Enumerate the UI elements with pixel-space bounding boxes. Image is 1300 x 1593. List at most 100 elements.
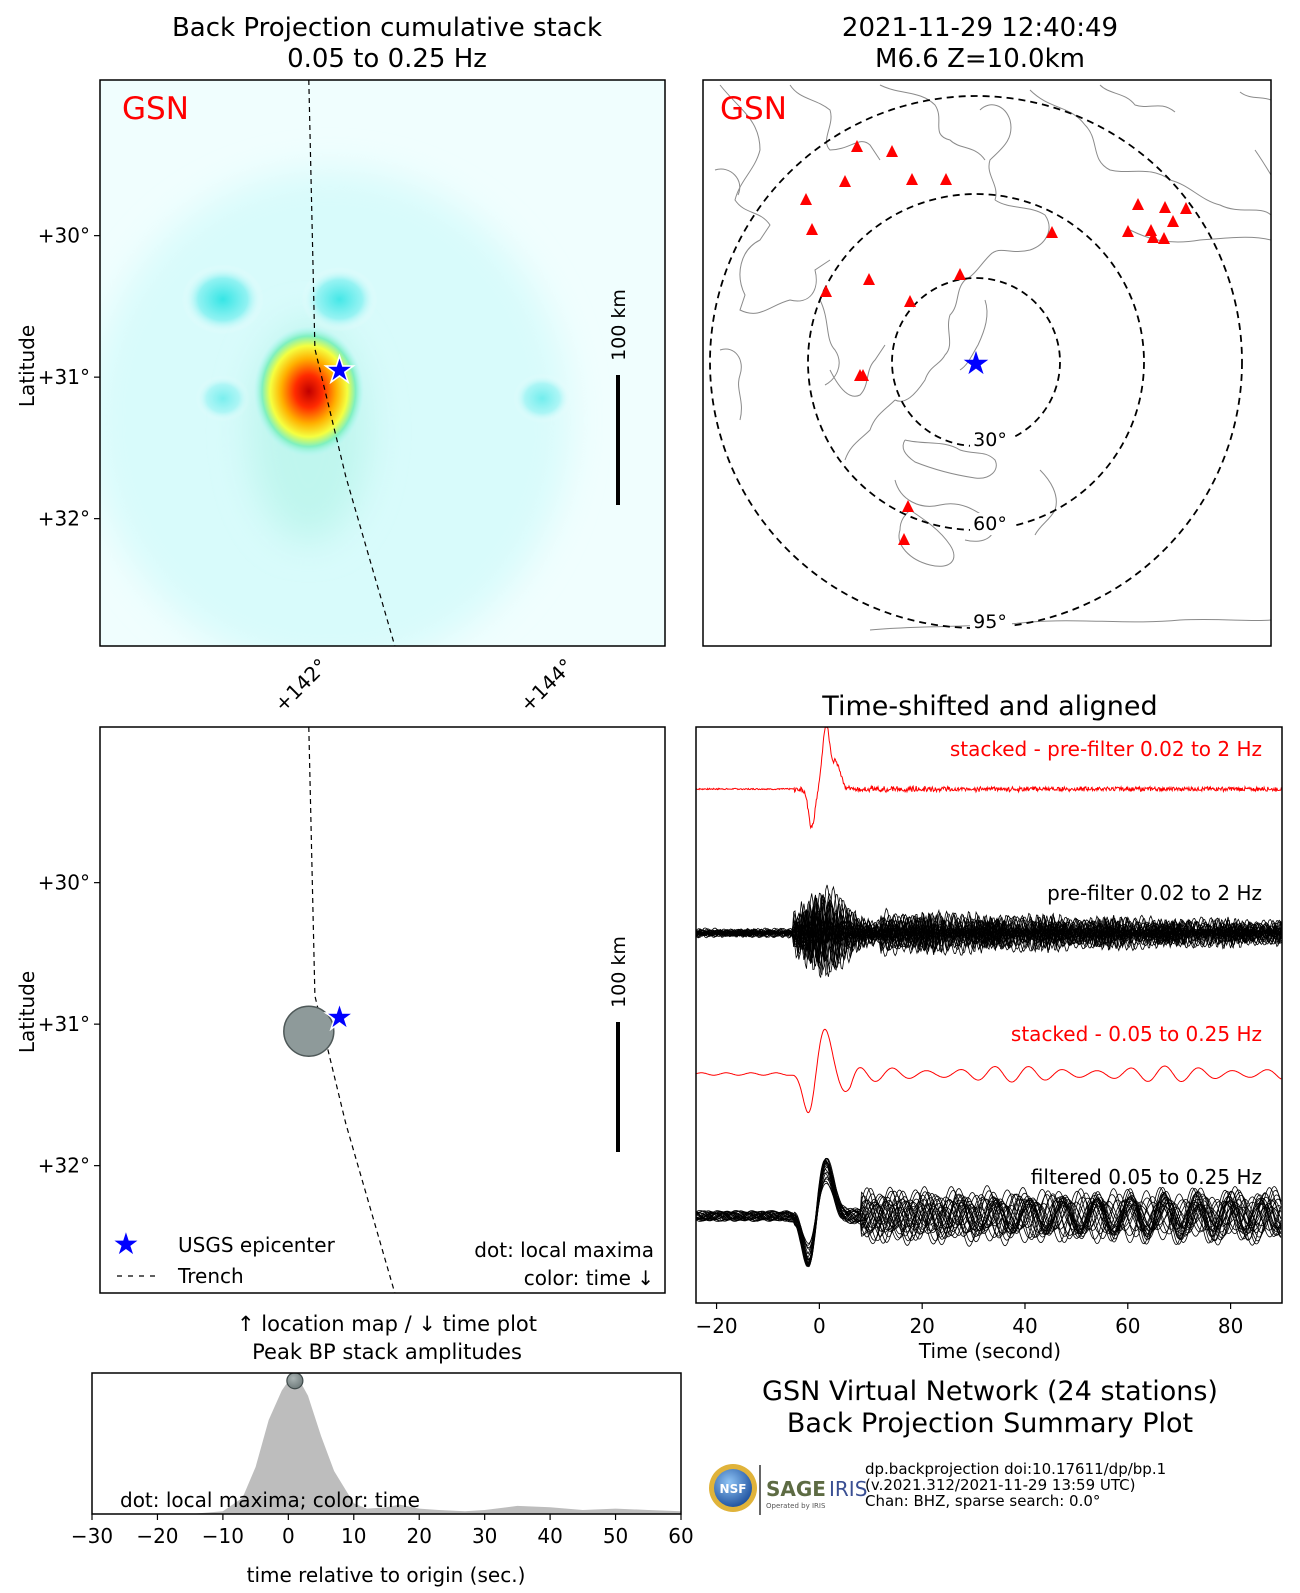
bp-ylabel: Latitude [15,325,39,407]
loc-trench-line [308,727,396,1293]
ring-label-bg [970,429,1012,451]
x-tick-label: 10 [341,1524,366,1548]
coastlines [714,84,1271,631]
ring-label: 60° [973,513,1007,535]
bp-title-line2: 0.05 to 0.25 Hz [287,44,487,74]
bp-epicenter-star: ★ [323,350,355,391]
bp-heatmap: ★ [100,80,665,646]
map-frame [702,79,1272,647]
loc-frame [99,726,666,1294]
loc-epicenter-star: ★ [323,997,355,1038]
map-title-line1: 2021-11-29 12:40:49 [842,13,1118,43]
loc-caption-line2: Peak BP stack amplitudes [252,1340,522,1364]
station-triangle [806,223,818,235]
station-triangle [863,273,875,285]
station-triangle [1147,231,1159,243]
info-line1: dp.backprojection doi:10.17611/dp/bp.1 [865,1460,1166,1478]
nsf-logo: NSF [709,1464,757,1512]
y-tick-label: +32° [38,507,90,531]
x-tick-label: 0 [282,1524,295,1548]
y-tick-label: +31° [38,365,90,389]
station-triangle [940,173,952,185]
station-triangle [906,173,918,185]
ring-label-bg [970,513,1012,535]
ring-label: 30° [973,429,1007,451]
loc-scale-label: 100 km [608,936,630,1008]
bp-scale-bar: 100 km [608,289,630,505]
station-triangle [1158,232,1170,244]
peak-frame [91,1372,682,1515]
sage-logo-text: SAGE [766,1477,826,1501]
loc-caption-line1: ↑ location map / ↓ time plot [237,1312,537,1336]
nsf-logo-text: NSF [720,1482,747,1496]
station-triangle [839,175,851,187]
lon-tick-label: +144° [515,654,578,717]
trace-label-1: stacked - pre-filter 0.02 to 2 Hz [950,737,1262,761]
bp-scale-label: 100 km [608,289,630,361]
trace-filtered [696,1176,1282,1250]
lon-tick-label: +142° [269,654,332,717]
iris-logo-text: IRIS [829,1477,867,1501]
bp-frame [99,79,666,647]
legend-epicenter-label: USGS epicenter [178,1233,336,1257]
x-tick-label: 50 [603,1524,628,1548]
peak-xlabel: time relative to origin (sec.) [247,1563,526,1587]
station-triangle [898,533,910,545]
legend-star-icon: ★ [113,1227,140,1262]
legend-trench-label: Trench [177,1264,244,1288]
sage-iris-logo: SAGE IRIS Operated by IRIS [766,1477,867,1510]
y-tick-label: +31° [38,1012,90,1036]
trace-prefilter [696,905,1282,960]
trace-label-3: stacked - 0.05 to 0.25 Hz [1011,1022,1262,1046]
bp-hotspot [253,326,364,457]
trace-filtered [696,1159,1282,1266]
trace-stacked-prefilter [696,727,1282,830]
bp-secondary-blob [301,267,378,332]
station-triangle [1046,226,1058,238]
map-epicenter-star: ★ [962,344,991,382]
station-triangle [886,145,898,157]
traces-plot [696,727,1282,1303]
map-network-label: GSN [720,91,787,127]
traces-xlabel: Time (second) [918,1339,1061,1363]
y-tick-label: +30° [38,871,90,895]
station-triangle [1132,198,1144,210]
station-triangle [851,140,863,152]
operated-by-text: Operated by IRIS [766,1502,826,1510]
ring-label-bg [970,611,1012,633]
map-title-line2: M6.6 Z=10.0km [875,44,1085,74]
bp-secondary-blob [195,375,251,422]
trace-filtered [696,1162,1282,1260]
x-tick-label: 30 [472,1524,497,1548]
x-tick-label: 40 [1012,1314,1037,1338]
bp-trench-line [308,80,396,646]
station-triangle [902,500,914,512]
trace-filtered [696,1160,1282,1265]
info-line3: Chan: BHZ, sparse search: 0.0° [865,1492,1100,1510]
station-triangle [820,285,832,297]
station-triangle [1167,215,1179,227]
station-triangle [1180,202,1192,214]
trace-label-2: pre-filter 0.02 to 2 Hz [1047,881,1262,905]
loc-note-line1: dot: local maxima [474,1238,654,1262]
loc-note-line2: color: time ↓ [524,1266,654,1290]
bp-secondary-blob [181,264,264,335]
x-tick-label: −10 [202,1524,244,1548]
trace-label-4: filtered 0.05 to 0.25 Hz [1031,1165,1262,1189]
station-triangle [954,268,966,280]
loc-legend: ★ USGS epicenter Trench [113,1227,336,1288]
trace-filtered [696,1157,1282,1268]
station-triangle [854,369,866,381]
summary-title-line2: Back Projection Summary Plot [787,1408,1193,1439]
station-triangle [1159,201,1171,213]
y-tick-label: +30° [38,224,90,248]
x-tick-label: −20 [695,1314,737,1338]
x-tick-label: −30 [71,1524,113,1548]
loc-ylabel: Latitude [15,971,39,1053]
bp-title-line1: Back Projection cumulative stack [172,13,602,43]
ring-label: 95° [973,611,1007,633]
trace-prefilter [696,885,1282,977]
bp-secondary-blob [513,373,572,424]
peak-maximum-dot [286,1373,304,1390]
